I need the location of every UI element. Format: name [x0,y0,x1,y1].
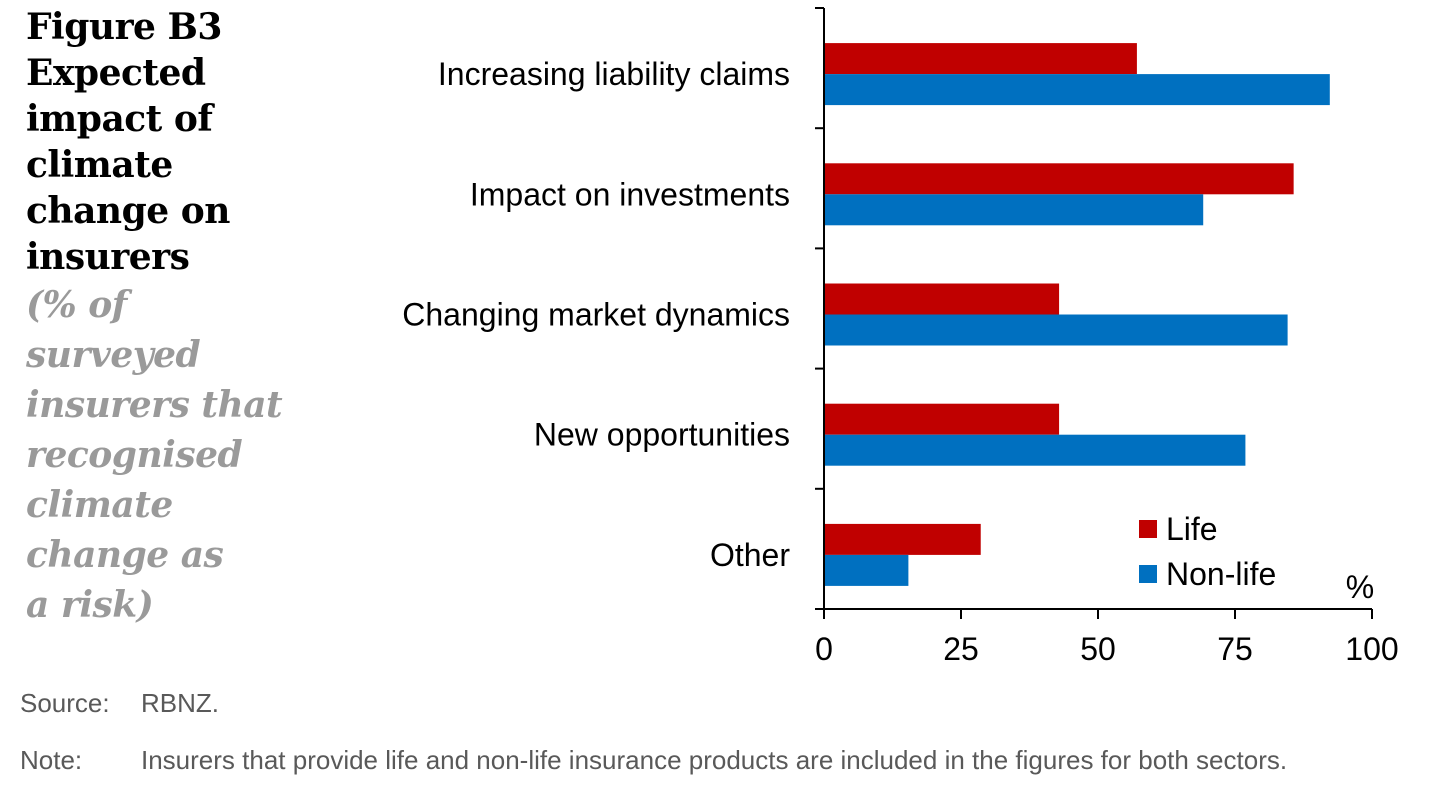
bar-life-1 [824,163,1294,195]
bar-non-life-0 [824,74,1330,106]
bar-chart: Increasing liability claims Impact on inv… [402,7,1399,667]
figure-title-line: climate [26,144,173,186]
category-label: Changing market dynamics [402,297,790,333]
source-text: RBNZ. [141,688,219,718]
note-text: Insurers that provide life and non-life … [141,745,1288,775]
x-tick-label: 50 [1080,631,1116,667]
note-key: Note: [20,745,83,775]
bar-non-life-4 [824,554,909,586]
source-key: Source: [20,688,110,718]
category-labels: Increasing liability claims Impact on inv… [402,56,790,573]
figure-title-block: Figure B3 Expected impact of climate cha… [26,4,316,630]
legend: Life Non-life [1139,511,1276,592]
category-label: Increasing liability claims [438,56,790,92]
legend-swatch-non-life [1139,565,1157,583]
legend-swatch-life [1139,520,1157,538]
x-tick-label: 0 [815,631,833,667]
bar-non-life-3 [824,434,1246,466]
category-label: Impact on investments [470,176,790,212]
x-tick-labels: 0 25 50 75 100% [815,569,1399,667]
bar-life-0 [824,43,1137,75]
bars-group [824,43,1330,586]
bar-life-2 [824,283,1060,315]
figure-title-line: insurers [26,236,190,278]
x-tick-label: 100 [1345,631,1398,667]
unit-label: % [1346,569,1374,605]
axes-group [815,7,1373,619]
figure-title-line: Figure B3 [26,6,222,48]
x-tick-label: 25 [943,631,979,667]
figure-title-line: change on [26,190,230,232]
bar-life-3 [824,403,1060,435]
category-label: New opportunities [534,417,790,453]
figure-subtitle-line: surveyed [26,334,201,376]
legend-label: Non-life [1166,556,1276,592]
source-line: Source: RBNZ. [20,688,219,719]
figure-subtitle-line: (% of [26,284,127,326]
category-label: Other [710,537,790,573]
figure-subtitle-line: insurers that [26,384,283,426]
legend-label: Life [1166,511,1218,547]
figure-title-line: Expected [26,52,206,94]
figure-subtitle-line: a risk) [26,584,154,626]
figure-subtitle-line: climate [26,484,173,526]
figure-title-line: impact of [26,98,213,140]
figure-subtitle-line: change as [26,534,224,576]
note-line: Note: Insurers that provide life and non-… [20,745,1287,776]
bar-non-life-1 [824,194,1204,226]
bar-life-4 [824,523,981,555]
figure-subtitle-line: recognised [26,434,243,476]
x-tick-label: 75 [1217,631,1253,667]
bar-non-life-2 [824,314,1288,346]
